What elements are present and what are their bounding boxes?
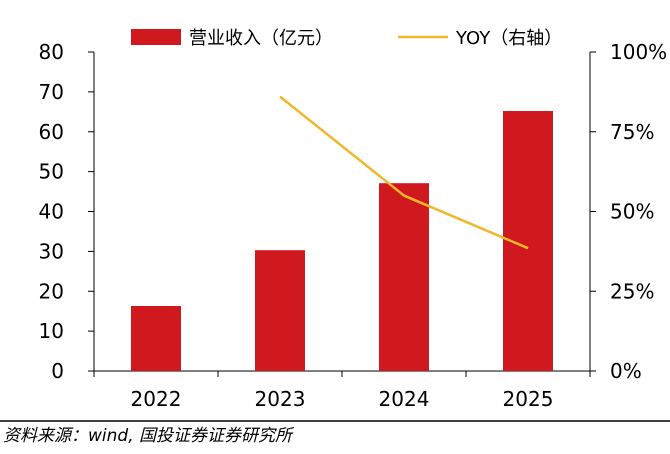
x-axis: 2022 2023 2024 2025 [93, 370, 591, 411]
left-tick-label: 50 [39, 160, 64, 184]
yoy-line-series [279, 95, 529, 250]
left-axis: 0 10 20 30 40 50 60 70 80 [39, 40, 95, 383]
legend: 营业收入（亿元） YOY（右轴） [131, 28, 562, 49]
right-tick-label: 25% [610, 279, 654, 303]
left-tick-label: 10 [39, 319, 64, 343]
bar-series [131, 111, 553, 371]
right-axis: 0% 25% 50% 75% 100% [589, 40, 667, 383]
revenue-bar [255, 250, 305, 371]
legend-bar-swatch [131, 29, 181, 45]
x-tick-label: 2023 [255, 387, 306, 411]
left-tick-label: 0 [51, 359, 64, 383]
left-tick-label: 60 [39, 120, 64, 144]
revenue-bar [379, 183, 429, 371]
source-note: 资料来源：wind, 国投证券证券研究所 [3, 426, 295, 446]
legend-bar-label: 营业收入（亿元） [189, 28, 333, 49]
left-tick-label: 20 [39, 279, 64, 303]
left-tick-label: 30 [39, 239, 64, 263]
right-tick-label: 50% [610, 200, 654, 224]
x-tick-label: 2024 [379, 387, 430, 411]
revenue-bar [131, 306, 181, 371]
x-tick-label: 2025 [503, 387, 554, 411]
x-tick-label: 2022 [131, 387, 182, 411]
right-tick-label: 75% [610, 120, 654, 144]
left-tick-label: 80 [39, 40, 64, 64]
left-tick-label: 70 [39, 80, 64, 104]
legend-line-label: YOY（右轴） [455, 28, 562, 49]
right-tick-label: 100% [610, 40, 667, 64]
left-tick-label: 40 [39, 200, 64, 224]
right-tick-label: 0% [610, 359, 642, 383]
